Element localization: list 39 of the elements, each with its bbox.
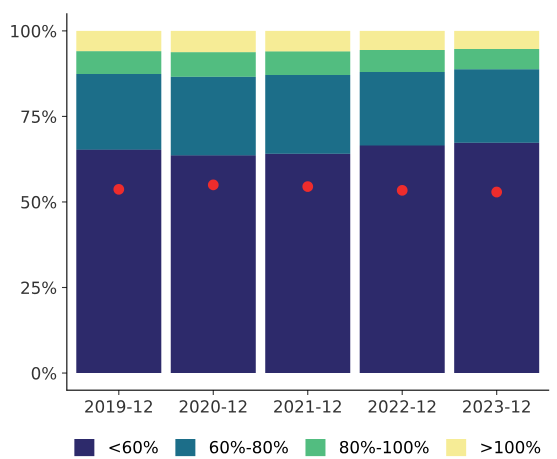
bar (360, 72, 445, 146)
point (491, 186, 502, 198)
bar (454, 142, 540, 374)
bar (170, 76, 256, 156)
bar (360, 146, 445, 374)
legend-label: 80%-100% (340, 440, 429, 454)
legend-label: 60%-80% (210, 440, 288, 454)
bar (265, 30, 350, 52)
bar (454, 69, 540, 143)
bar (76, 74, 162, 150)
bar (170, 52, 256, 77)
x-tick-label: 2022-12 (368, 400, 436, 413)
x-tick-label: 2021-12 (274, 400, 341, 413)
legend-label: >100% (481, 440, 540, 454)
bar (170, 155, 256, 374)
bar (265, 154, 350, 374)
point (208, 180, 219, 190)
y-tick-label: 0% (32, 367, 56, 380)
bar (76, 150, 162, 374)
y-tick-label: 75% (21, 110, 56, 123)
x-tick-label: 2019-12 (85, 400, 152, 413)
bar (265, 75, 350, 154)
bar (265, 51, 350, 76)
bar (76, 30, 162, 52)
y-tick-label: 50% (21, 196, 56, 209)
point (302, 181, 314, 192)
y-tick-label: 25% (21, 281, 56, 294)
point (396, 184, 408, 196)
bar (360, 50, 445, 72)
bar (454, 30, 540, 50)
bar (76, 51, 162, 74)
legend-label: <60% (109, 440, 158, 454)
bar (170, 30, 256, 52)
bar (360, 30, 445, 50)
bar (454, 49, 540, 70)
x-tick-label: 2023-12 (463, 400, 530, 413)
y-tick-label: 100% (11, 24, 56, 38)
point (113, 184, 124, 195)
x-tick-label: 2020-12 (180, 400, 246, 413)
